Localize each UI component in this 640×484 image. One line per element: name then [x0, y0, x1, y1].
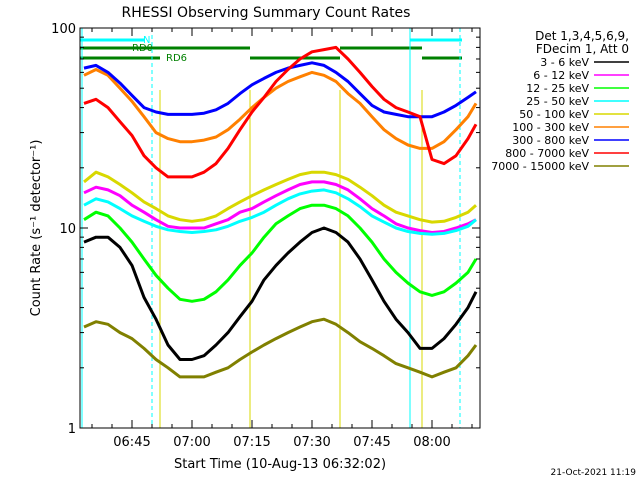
x-tick-label: 07:00	[173, 435, 210, 450]
y-axis: 1 10 100	[51, 22, 480, 437]
series-line	[83, 61, 477, 119]
state-flag-label: RD0	[132, 43, 153, 54]
x-axis-label: Start Time (10-Aug-13 06:32:02)	[174, 457, 386, 472]
series-line	[83, 45, 478, 179]
series-line	[83, 317, 478, 379]
legend-header-line-1: Det 1,3,4,5,6,9,	[535, 29, 629, 43]
series-line	[83, 203, 478, 303]
legend-label: 800 - 7000 keV	[505, 147, 589, 160]
legend-label: 12 - 25 keV	[526, 82, 589, 95]
series-line	[83, 170, 477, 224]
x-tick-label: 07:15	[233, 435, 270, 450]
x-tick-label: 07:30	[293, 435, 330, 450]
series-line	[83, 180, 477, 234]
x-tick-label: 06:45	[113, 435, 150, 450]
x-tick-label: 07:45	[353, 435, 390, 450]
legend-label: 6 - 12 keV	[533, 69, 589, 82]
timestamp: 21-Oct-2021 11:19	[551, 468, 637, 478]
y-axis-label: Count Rate (s⁻¹ detector⁻¹)	[29, 140, 44, 317]
series-line	[83, 226, 478, 361]
chart-title: RHESSI Observing Summary Count Rates	[122, 5, 411, 21]
y-tick-label: 100	[51, 22, 76, 37]
legend-label: 7000 - 15000 keV	[491, 160, 589, 173]
state-flag-label: N	[143, 35, 150, 46]
legend-header-line-2: FDecim 1, Att 0	[536, 42, 629, 56]
legend-label: 100 - 300 keV	[512, 121, 589, 134]
y-tick-label: 1	[68, 422, 76, 437]
state-flag-label: RD6	[166, 53, 187, 64]
x-tick-label: 08:00	[413, 435, 450, 450]
legend-label: 50 - 100 keV	[519, 108, 589, 121]
legend-label: 3 - 6 keV	[540, 56, 589, 69]
series-line	[83, 68, 478, 150]
legend: Det 1,3,4,5,6,9, FDecim 1, Att 0 3 - 6 k…	[491, 29, 629, 173]
y-tick-label: 10	[59, 222, 76, 237]
legend-label: 25 - 50 keV	[526, 95, 589, 108]
legend-label: 300 - 800 keV	[512, 134, 589, 147]
series-line	[83, 188, 477, 236]
x-axis: 06:45 07:00 07:15 07:30 07:45 08:00	[91, 28, 473, 450]
